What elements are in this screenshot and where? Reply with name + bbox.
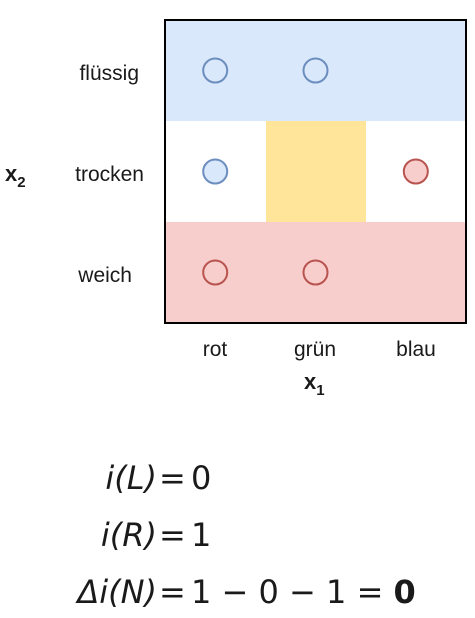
x-axis-variable: x <box>304 369 317 394</box>
formula-rhs: 1 <box>191 512 211 558</box>
formula-equals: = <box>159 516 186 554</box>
y-tick-label: weich <box>77 264 132 287</box>
formula-value: 1 <box>191 516 212 554</box>
y-axis-variable: x <box>5 161 18 186</box>
formula-lhs: Δi(N) <box>77 573 157 611</box>
y-tick-label: trocken <box>75 163 144 186</box>
x-axis-subscript: 1 <box>316 382 324 399</box>
formula-row: i(L) = 0 <box>0 455 475 501</box>
grid-border <box>164 19 467 324</box>
points-layer <box>202 57 429 286</box>
formula-equals: = <box>159 573 186 611</box>
blue-point <box>202 158 229 185</box>
center-highlight-region <box>266 121 366 222</box>
formula-row: Δi(N) = 1 − 0 − 1 = 0 <box>0 569 475 615</box>
blue-point <box>302 57 329 84</box>
x-tick-label: grün <box>294 338 336 361</box>
formula-lhs: i(L) <box>105 459 157 497</box>
red-point <box>402 158 429 185</box>
formula-rhs: 1 − 0 − 1 = 0 <box>191 569 416 615</box>
formula-value: 1 − 0 − 1 = <box>191 573 394 611</box>
x-tick-label: rot <box>203 338 228 361</box>
red-point <box>302 259 329 286</box>
red-point <box>202 259 229 286</box>
y-axis-label: x2 <box>5 161 26 191</box>
formula-row: i(R) = 1 <box>0 512 475 558</box>
y-axis-subscript: 2 <box>17 174 25 191</box>
category-grid-diagram: flüssig trocken weich x2 rot grün blau x… <box>5 19 467 399</box>
x-tick-label: blau <box>396 338 436 361</box>
formula-result: 0 <box>393 573 416 611</box>
blue-point <box>202 57 229 84</box>
formula-lhs: i(R) <box>100 516 157 554</box>
y-tick-label: flüssig <box>79 62 139 85</box>
formula-value: 0 <box>191 459 212 497</box>
x-axis-label: x1 <box>304 369 325 399</box>
formula-equals: = <box>159 459 186 497</box>
formula-rhs: 0 <box>191 455 211 501</box>
